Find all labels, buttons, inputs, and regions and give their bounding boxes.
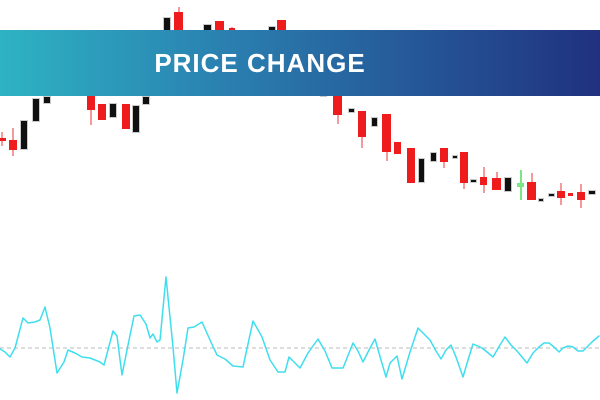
price-change-banner: PRICE CHANGE bbox=[0, 30, 600, 96]
candle-body-red bbox=[492, 178, 501, 190]
candle-body-red bbox=[9, 140, 17, 150]
candle-body-red bbox=[557, 191, 565, 198]
candle-body-red bbox=[122, 104, 130, 129]
banner-title: PRICE CHANGE bbox=[154, 47, 366, 78]
candle-body-red bbox=[527, 182, 536, 200]
candle-body-red bbox=[382, 114, 391, 152]
candle-body-red bbox=[87, 96, 95, 110]
candle-body-black bbox=[43, 96, 51, 104]
candle-body-red bbox=[407, 148, 415, 183]
candle-body-black bbox=[588, 190, 596, 195]
candle-body-red bbox=[98, 104, 106, 120]
candle-body-red bbox=[480, 177, 487, 185]
candle-body-green bbox=[517, 183, 524, 187]
candle-body-black bbox=[548, 193, 555, 197]
candle-body-black bbox=[418, 158, 425, 183]
candle-body-black bbox=[452, 155, 458, 159]
candle-body-red bbox=[333, 94, 342, 115]
candle-body-black bbox=[538, 198, 544, 202]
candle-body-red bbox=[440, 148, 448, 162]
candle-body-red bbox=[394, 142, 401, 154]
candle-body-red bbox=[358, 111, 366, 137]
candle-body-red bbox=[460, 152, 468, 183]
candle-body-black bbox=[348, 108, 355, 113]
candle-body-black bbox=[109, 103, 117, 118]
candle-body-black bbox=[371, 117, 378, 127]
candle-wick bbox=[90, 96, 92, 125]
candle-body-black bbox=[504, 177, 512, 192]
candle-body-black bbox=[32, 98, 40, 122]
candle-body-black bbox=[470, 179, 477, 183]
candle-body-red bbox=[0, 138, 6, 141]
candle-body-black bbox=[20, 120, 28, 150]
candle-body-black bbox=[142, 96, 150, 105]
candle-body-black bbox=[430, 152, 437, 162]
oscillator-line bbox=[0, 276, 600, 394]
candle-body-black bbox=[132, 105, 140, 133]
candle-body-red bbox=[577, 192, 585, 200]
candle-body-red bbox=[568, 193, 573, 196]
